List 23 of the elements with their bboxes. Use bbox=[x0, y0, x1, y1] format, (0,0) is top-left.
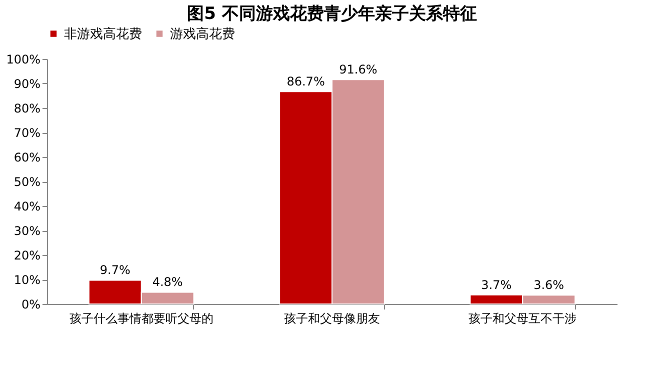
y-tick-label: 100% bbox=[6, 52, 40, 66]
x-tick-label: 孩子和父母互不干涉 bbox=[468, 312, 577, 326]
data-label: 3.7% bbox=[481, 278, 512, 292]
data-label: 86.7% bbox=[286, 74, 325, 89]
y-tick-label: 20% bbox=[14, 248, 40, 262]
y-tick-label: 90% bbox=[14, 77, 40, 91]
legend-label: 非游戏高花费 bbox=[64, 26, 142, 42]
chart-title: 图5 不同游戏花费青少年亲子关系特征 bbox=[187, 4, 477, 24]
data-label: 91.6% bbox=[339, 62, 378, 77]
data-label: 3.6% bbox=[534, 278, 564, 292]
y-tick-label: 30% bbox=[14, 224, 40, 238]
y-tick-label: 50% bbox=[14, 175, 40, 189]
y-tick-label: 60% bbox=[14, 150, 40, 164]
data-label: 9.7% bbox=[100, 263, 130, 278]
x-tick-label: 孩子什么事情都要听父母的 bbox=[69, 312, 214, 326]
legend-label: 游戏高花费 bbox=[170, 26, 235, 42]
y-tick-label: 70% bbox=[14, 126, 40, 140]
y-tick-label: 0% bbox=[21, 298, 40, 312]
y-tick-label: 40% bbox=[14, 200, 40, 214]
y-tick-label: 80% bbox=[14, 102, 40, 116]
x-tick-label: 孩子和父母像朋友 bbox=[284, 312, 380, 326]
y-tick-label: 10% bbox=[14, 273, 40, 287]
data-label: 4.8% bbox=[152, 275, 183, 290]
